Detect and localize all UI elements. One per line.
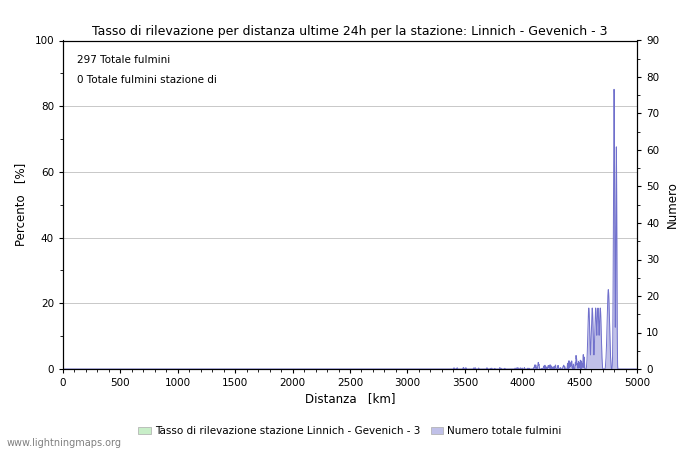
X-axis label: Distanza   [km]: Distanza [km] bbox=[304, 392, 395, 405]
Y-axis label: Numero: Numero bbox=[666, 181, 679, 228]
Y-axis label: Percento   [%]: Percento [%] bbox=[15, 163, 27, 246]
Text: 0 Totale fulmini stazione di: 0 Totale fulmini stazione di bbox=[77, 75, 217, 85]
Legend: Tasso di rilevazione stazione Linnich - Gevenich - 3, Numero totale fulmini: Tasso di rilevazione stazione Linnich - … bbox=[134, 422, 566, 440]
Title: Tasso di rilevazione per distanza ultime 24h per la stazione: Linnich - Gevenich: Tasso di rilevazione per distanza ultime… bbox=[92, 25, 608, 38]
Text: 297 Totale fulmini: 297 Totale fulmini bbox=[77, 55, 171, 65]
Text: www.lightningmaps.org: www.lightningmaps.org bbox=[7, 438, 122, 448]
